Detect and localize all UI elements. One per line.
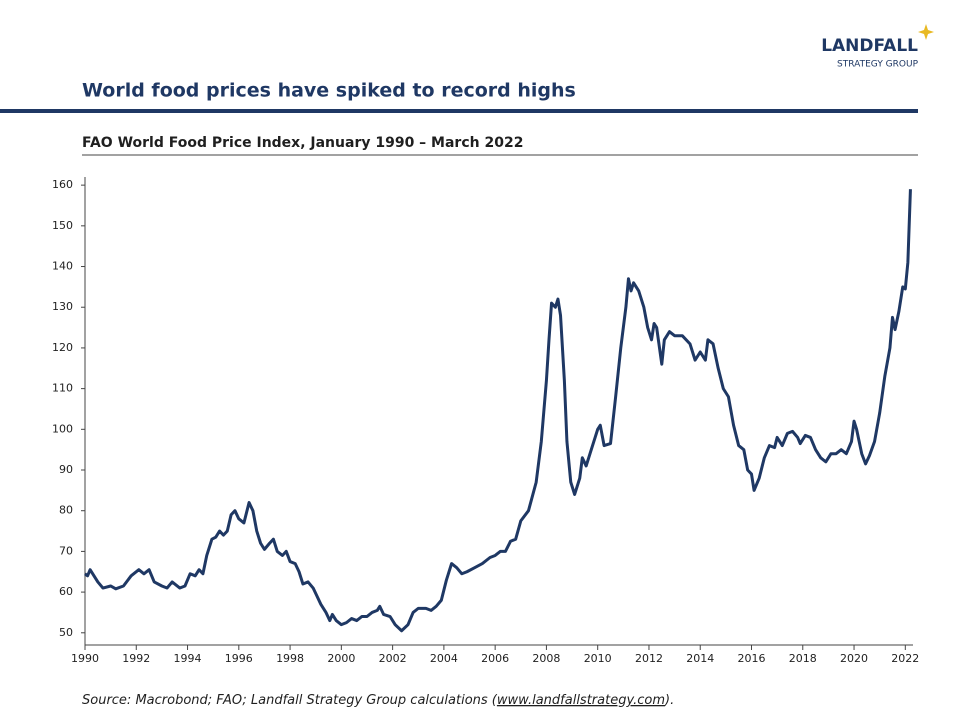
logo-star [918, 24, 934, 40]
y-tick-label: 150 [52, 219, 73, 232]
x-tick-label: 1990 [71, 652, 99, 665]
x-tick-label: 2000 [327, 652, 355, 665]
logo-tagline: STRATEGY GROUP [837, 60, 919, 70]
y-tick-label: 100 [52, 422, 73, 435]
source-prefix: Source: Macrobond; FAO; Landfall Strateg… [82, 693, 498, 708]
x-tick-label: 1998 [276, 652, 304, 665]
y-tick-label: 130 [52, 300, 73, 313]
y-tick-label: 110 [52, 382, 73, 395]
x-tick-label: 2006 [481, 652, 509, 665]
source: Source: Macrobond; FAO; Landfall Strateg… [82, 693, 674, 708]
x-tick-label: 2002 [379, 652, 407, 665]
x-tick-label: 1996 [225, 652, 253, 665]
y-tick-label: 70 [59, 544, 73, 557]
x-tick-label: 2016 [738, 652, 766, 665]
x-tick-label: 1994 [174, 652, 202, 665]
source-suffix: ). [664, 693, 674, 708]
y-tick-label: 50 [59, 626, 73, 639]
chart-subtitle: FAO World Food Price Index, January 1990… [82, 135, 523, 151]
x-tick-label: 2008 [532, 652, 560, 665]
y-tick-label: 90 [59, 463, 73, 476]
source-link[interactable]: www.landfallstrategy.com [497, 693, 665, 708]
y-tick-label: 120 [52, 341, 73, 354]
x-tick-label: 2022 [891, 652, 919, 665]
title-rule [0, 109, 918, 113]
chart-title: World food prices have spiked to record … [82, 80, 576, 102]
y-tick-label: 60 [59, 585, 73, 598]
x-tick-label: 2018 [789, 652, 817, 665]
x-tick-label: 2004 [430, 652, 458, 665]
line [84, 189, 912, 633]
x-tick-label: 2010 [584, 652, 612, 665]
x-tick-label: 1992 [122, 652, 150, 665]
y-tick-label: 160 [52, 178, 73, 191]
x-tick-label: 2014 [686, 652, 714, 665]
y-tick-label: 80 [59, 504, 73, 517]
logo-name: LANDFALL [821, 36, 918, 56]
x-tick-label: 2020 [840, 652, 868, 665]
x-tick-label: 2012 [635, 652, 663, 665]
y-tick-label: 140 [52, 260, 73, 273]
